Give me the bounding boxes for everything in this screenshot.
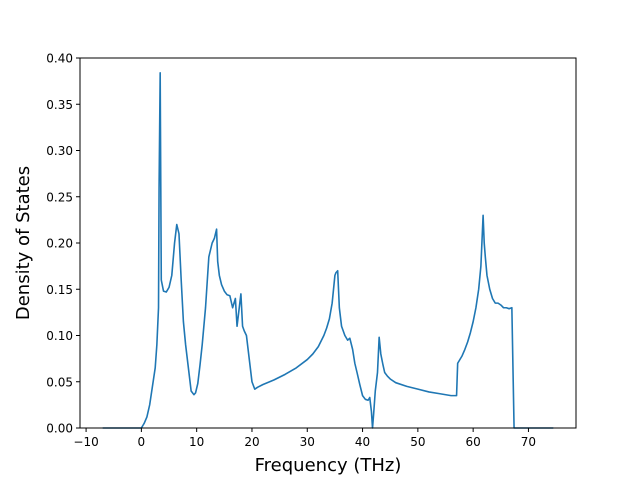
dos-series-line-0 (102, 72, 554, 429)
x-axis-label: Frequency (THz) (255, 455, 402, 476)
y-tick-label: 0.10 (46, 329, 73, 343)
y-tick-label: 0.00 (46, 422, 73, 436)
x-axis-ticks: −10 0 10 20 30 40 50 60 70 (73, 428, 536, 449)
x-tick-label: 50 (410, 435, 425, 449)
y-tick-label: 0.30 (46, 144, 73, 158)
x-tick-label: 60 (466, 435, 481, 449)
plot-area (102, 72, 554, 429)
x-tick-label: 70 (521, 435, 536, 449)
y-tick-label: 0.20 (46, 237, 73, 251)
x-tick-label: 10 (189, 435, 204, 449)
y-axis-label: Density of States (13, 166, 34, 320)
y-tick-label: 0.35 (46, 98, 73, 112)
x-tick-label: 30 (300, 435, 315, 449)
x-tick-label: 40 (355, 435, 370, 449)
y-tick-label: 0.05 (46, 375, 73, 389)
x-tick-label: 20 (244, 435, 259, 449)
y-tick-label: 0.25 (46, 190, 73, 204)
y-axis-ticks: 0.00 0.05 0.10 0.15 0.20 0.25 0.30 0.35 0.40 (46, 52, 80, 436)
y-tick-label: 0.40 (46, 52, 73, 66)
axes-frame (79, 57, 577, 429)
y-tick-label: 0.15 (46, 283, 73, 297)
x-tick-label: 0 (138, 435, 146, 449)
x-tick-label: −10 (73, 435, 98, 449)
